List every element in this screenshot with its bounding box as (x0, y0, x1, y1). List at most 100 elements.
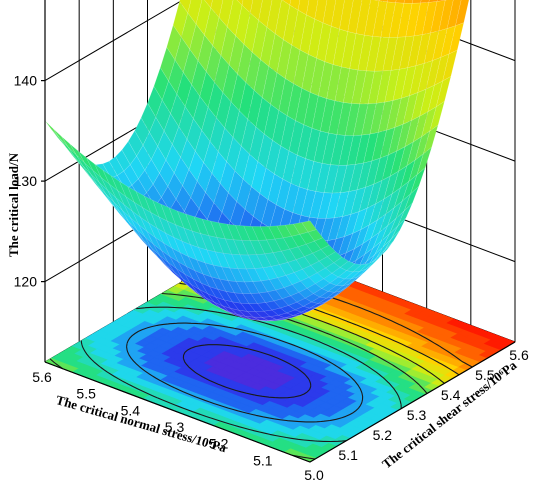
surface-cell (391, 217, 407, 240)
surface-cell (366, 179, 383, 209)
surface-cell (44, 120, 60, 139)
surface-cell (53, 128, 69, 147)
surface-cell (411, 88, 427, 121)
surface-cell (438, 0, 454, 32)
surface-cell (98, 182, 115, 203)
z-axis-label: The critical load/N (6, 152, 21, 257)
surface-cell (231, 301, 248, 312)
surface-cell (327, 216, 343, 241)
surface-cell (191, 60, 207, 97)
surface-cell (218, 0, 234, 28)
surface-cell (352, 207, 368, 234)
surface-cell (420, 0, 430, 4)
y-tick-label: 5.5 (475, 367, 495, 383)
surface-cell (259, 226, 276, 241)
surface-cell (309, 57, 326, 97)
surface-cell (300, 276, 316, 289)
surface-cell (242, 153, 259, 188)
surface-cell (254, 310, 271, 318)
surface-cell (61, 136, 77, 156)
surface-cell (219, 278, 235, 294)
surface-cell (292, 186, 308, 216)
surface-cell (318, 256, 335, 269)
y-tick-label: 5.0 (304, 467, 324, 483)
surface-cell (199, 289, 215, 303)
surface-cell (329, 276, 346, 286)
surface-cell (365, 256, 381, 270)
y-tick-label: 5.4 (441, 387, 461, 403)
surface-cell (425, 56, 442, 90)
surface-cell (258, 291, 275, 303)
surface-cell (346, 263, 362, 273)
surface-cell (315, 163, 331, 193)
y-tick-label: 5.1 (338, 447, 358, 463)
y-tick-label: 5.3 (407, 407, 427, 423)
z-tick-label: 130 (14, 173, 38, 189)
surface-cell (235, 281, 252, 294)
surface-cell (141, 206, 158, 229)
floor-front-edges (44, 341, 516, 463)
surface-cell (397, 202, 413, 227)
contour-line (182, 344, 312, 399)
surface-cell (189, 286, 205, 299)
surface-cell (163, 112, 180, 145)
surface-cell (310, 296, 327, 304)
surface-cell (136, 144, 152, 171)
surface-cell (378, 0, 388, 3)
tick-labels: 1201301401501605.65.55.45.35.25.15.05.15… (14, 73, 529, 483)
surface-cell (429, 100, 445, 132)
y-tick-label: 5.6 (509, 347, 529, 363)
surface-cell (357, 264, 373, 278)
surface-cell (208, 286, 225, 301)
x-tick-label: 5.1 (253, 452, 273, 468)
surface-cell (406, 136, 423, 167)
surface-cell (362, 219, 378, 245)
x-tick-label: 5.2 (209, 436, 229, 452)
surface-cell (251, 161, 267, 194)
surface-cell (312, 248, 328, 262)
x-tick-label: 5.4 (121, 402, 141, 418)
surface-cell (265, 139, 282, 175)
z-tick-label: 120 (14, 274, 38, 290)
surface-cell (236, 0, 244, 6)
surface-cell (201, 218, 218, 238)
surface-cell (108, 156, 125, 176)
surface-cell (303, 92, 319, 129)
surface-cell (416, 146, 433, 176)
surface-cell (186, 266, 202, 284)
contour-line (80, 306, 402, 443)
z-tick-label: 140 (14, 73, 38, 89)
surface-cell (340, 164, 356, 193)
surface-cell (307, 229, 324, 242)
surface-cell (373, 0, 380, 2)
surface-cell (134, 231, 150, 249)
surface-cell (295, 256, 312, 270)
surface-cell (314, 278, 331, 289)
x-tick-label: 5.5 (76, 386, 96, 402)
surface-cell (226, 136, 242, 172)
surface-cell (384, 230, 400, 250)
surface-cell (352, 263, 369, 273)
surface-cell (80, 165, 96, 185)
surface-cell (198, 191, 215, 221)
contour-line (126, 322, 364, 423)
surface-cell (123, 204, 140, 225)
surface-cell (344, 103, 361, 136)
x-tick-label: 5.6 (32, 369, 52, 385)
y-tick-label: 5.2 (373, 427, 393, 443)
surface-cell (333, 191, 350, 219)
surface-cell (151, 145, 167, 174)
surface-cell (378, 241, 394, 259)
surface-mesh (44, 0, 470, 322)
surface-cell (146, 231, 162, 251)
surface-cell (422, 124, 439, 155)
x-tick-label: 5.3 (165, 419, 185, 435)
surface-cell (301, 220, 317, 233)
surface-cell (215, 296, 232, 309)
surface-cell (176, 268, 192, 285)
surface-cell (193, 216, 210, 236)
surface-cell (317, 192, 333, 219)
surface-cell (281, 0, 291, 6)
